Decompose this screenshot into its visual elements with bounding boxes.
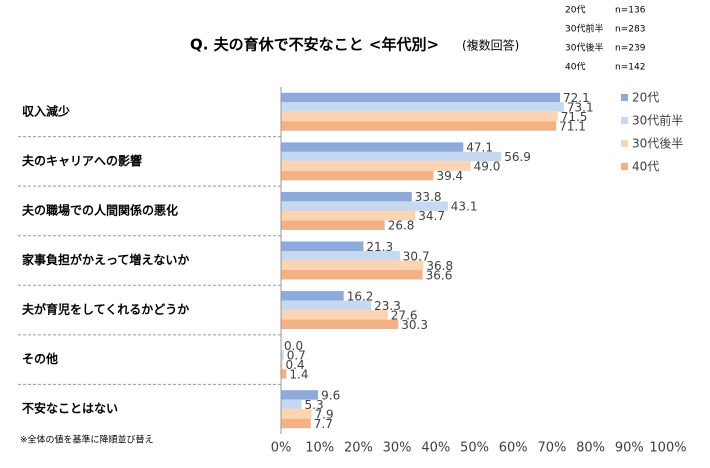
bar bbox=[281, 210, 416, 221]
x-tick-label: 100% bbox=[649, 441, 686, 456]
value-label: 39.4 bbox=[436, 169, 463, 183]
bar bbox=[281, 291, 344, 301]
value-label: 36.6 bbox=[426, 268, 453, 282]
x-tick-label: 70% bbox=[537, 441, 566, 456]
bar bbox=[281, 369, 287, 379]
bar bbox=[281, 220, 385, 230]
bar bbox=[281, 300, 372, 311]
bar bbox=[281, 121, 557, 131]
bar bbox=[281, 399, 302, 410]
sample-label: 30代後半 bbox=[565, 42, 603, 54]
value-label: 0.0 bbox=[284, 339, 303, 353]
value-label: 71.5 bbox=[561, 110, 588, 124]
x-tick-label: 20% bbox=[344, 441, 373, 456]
bar bbox=[281, 170, 434, 181]
category-label: 収入減少 bbox=[22, 103, 70, 118]
value-label: 33.8 bbox=[415, 190, 442, 204]
bar bbox=[281, 350, 284, 360]
value-label: 1.4 bbox=[289, 367, 308, 381]
value-label: 7.9 bbox=[315, 407, 334, 421]
value-label: 16.2 bbox=[347, 289, 374, 303]
value-label: 5.3 bbox=[305, 398, 324, 412]
bar bbox=[281, 270, 423, 280]
bar bbox=[281, 92, 561, 103]
footnote: ※全体の値を基準に降順並び替え bbox=[20, 434, 154, 446]
value-label: 71.1 bbox=[559, 120, 586, 134]
bar bbox=[281, 191, 412, 202]
value-label: 49.0 bbox=[474, 160, 501, 174]
sample-label: 40代 bbox=[565, 62, 585, 73]
bar bbox=[281, 142, 464, 152]
value-label: 21.3 bbox=[366, 240, 393, 254]
x-tick-label: 10% bbox=[305, 441, 334, 456]
legend-swatch bbox=[621, 94, 628, 101]
x-tick-label: 60% bbox=[499, 441, 528, 456]
bar bbox=[281, 102, 564, 112]
x-tick-label: 40% bbox=[421, 441, 450, 456]
value-label: 56.9 bbox=[504, 150, 531, 164]
category-label: 夫のキャリアへの影響 bbox=[21, 153, 142, 168]
bar bbox=[281, 111, 558, 122]
bar bbox=[281, 409, 312, 419]
value-label: 30.7 bbox=[403, 249, 430, 263]
category-label: 夫が育児をしてくれるかどうか bbox=[21, 302, 189, 317]
x-tick-label: 0% bbox=[271, 441, 292, 456]
legend-swatch bbox=[621, 163, 628, 170]
sample-n: n=283 bbox=[615, 25, 645, 35]
value-label: 0.7 bbox=[287, 348, 306, 362]
value-label: 43.1 bbox=[451, 200, 478, 214]
bar bbox=[281, 319, 399, 330]
category-label: 家事負担がかえって増えないか bbox=[22, 252, 189, 267]
legend-swatch bbox=[621, 140, 628, 147]
value-label: 47.1 bbox=[466, 141, 493, 155]
x-tick-label: 80% bbox=[576, 441, 605, 456]
x-tick-label: 90% bbox=[615, 441, 644, 456]
sample-label: 30代前半 bbox=[565, 23, 603, 35]
category-label: その他 bbox=[22, 351, 58, 366]
sample-label: 20代 bbox=[565, 5, 585, 16]
bar bbox=[281, 310, 388, 320]
category-label: 夫の職場での人間関係の悪化 bbox=[21, 202, 178, 217]
value-label: 7.7 bbox=[314, 417, 333, 431]
bar bbox=[281, 161, 471, 171]
chart-subtitle: (複数回答) bbox=[462, 38, 519, 53]
value-label: 30.3 bbox=[401, 318, 428, 332]
value-label: 26.8 bbox=[388, 219, 415, 233]
sample-n: n=142 bbox=[615, 63, 645, 73]
bar bbox=[281, 418, 311, 429]
category-label: 不安なことはない bbox=[22, 401, 118, 416]
value-label: 0.4 bbox=[286, 358, 305, 372]
value-label: 73.1 bbox=[567, 101, 594, 115]
bar bbox=[281, 241, 364, 251]
bar bbox=[281, 201, 448, 211]
bar bbox=[281, 151, 502, 162]
sample-n: n=239 bbox=[615, 44, 646, 54]
legend-label: 30代後半 bbox=[632, 137, 683, 151]
bar bbox=[281, 251, 400, 261]
value-label: 23.3 bbox=[374, 299, 401, 313]
value-label: 72.1 bbox=[563, 91, 590, 105]
value-label: 34.7 bbox=[418, 209, 445, 223]
value-label: 9.6 bbox=[321, 388, 340, 402]
x-tick-label: 50% bbox=[460, 441, 489, 456]
bar bbox=[281, 390, 319, 400]
legend-label: 30代前半 bbox=[632, 113, 683, 128]
legend-label: 20代 bbox=[632, 91, 659, 105]
x-tick-label: 30% bbox=[383, 441, 412, 456]
value-label: 36.8 bbox=[426, 259, 453, 273]
bar bbox=[281, 260, 424, 270]
legend-label: 40代 bbox=[632, 160, 659, 174]
chart-title: Q. 夫の育休で不安なこと <年代別> bbox=[190, 36, 439, 54]
sample-n: n=136 bbox=[615, 6, 646, 16]
legend-swatch bbox=[621, 117, 628, 124]
bar bbox=[281, 359, 283, 370]
value-label: 27.6 bbox=[391, 308, 418, 322]
